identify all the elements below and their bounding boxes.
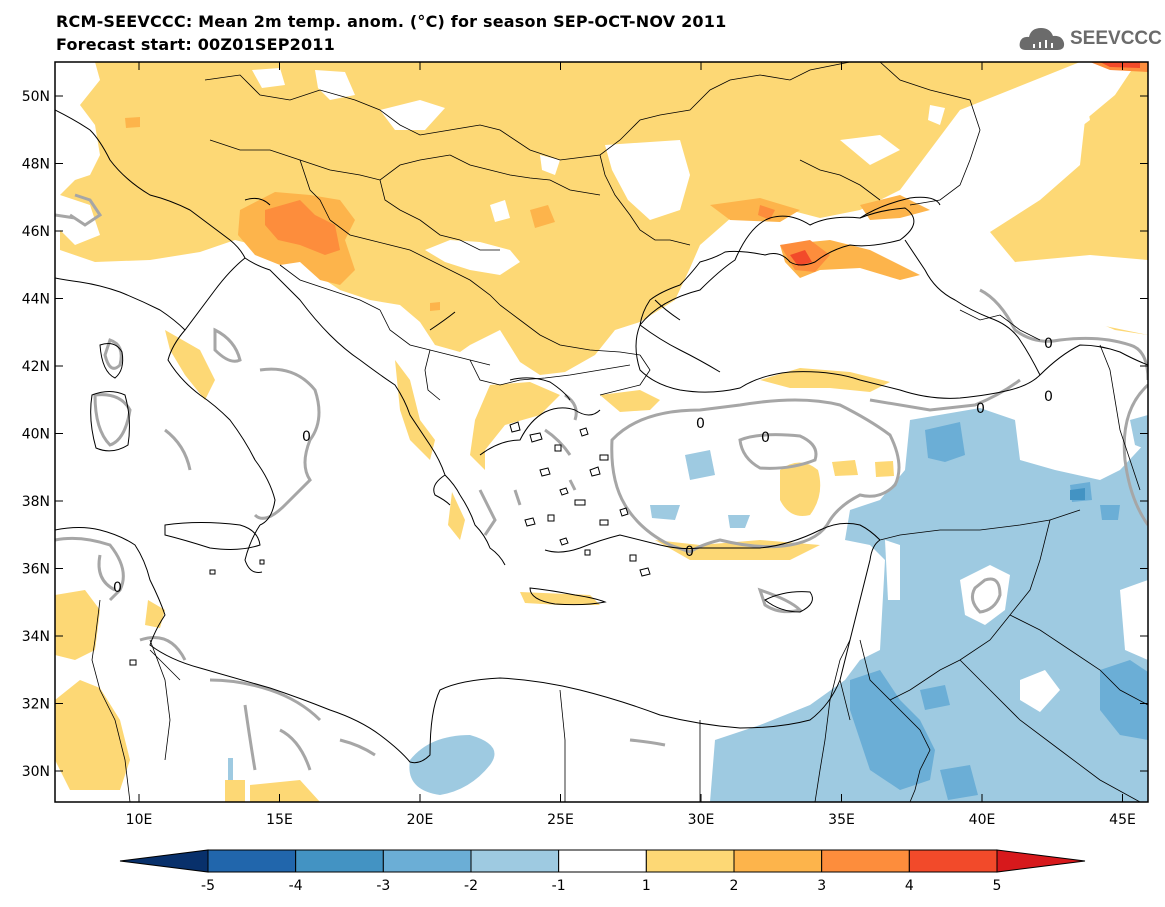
contour-label: 0 xyxy=(761,430,770,446)
lat-label: 50N xyxy=(22,89,50,105)
lon-label: 45E xyxy=(1109,812,1136,828)
seevccc-logo: SEEVCCC xyxy=(1018,20,1162,56)
lat-label: 38N xyxy=(22,494,50,510)
colorbar-cell xyxy=(821,849,910,873)
lon-label: 20E xyxy=(407,812,434,828)
lat-label: 44N xyxy=(22,292,50,308)
contour-label: 0 xyxy=(1044,336,1053,352)
zero-contours xyxy=(55,193,1148,771)
colorbar-cell xyxy=(996,849,1086,873)
longitude-axis: 10E 15E 20E 25E 30E 35E 40E 45E xyxy=(126,62,1136,828)
latitude-axis: 50N 48N 46N 44N 42N 40N 38N 36N 34N 32N 30N xyxy=(22,89,1148,780)
lat-label: 30N xyxy=(22,764,50,780)
lon-label: 30E xyxy=(688,812,715,828)
colorbar-cell xyxy=(645,849,735,873)
lat-label: 48N xyxy=(22,157,50,173)
lat-label: 34N xyxy=(22,629,50,645)
colorbar-label: 1 xyxy=(642,878,651,894)
contour-label: 0 xyxy=(302,429,311,445)
colorbar-label: -4 xyxy=(289,878,303,894)
lat-label: 40N xyxy=(22,427,50,443)
cool-anomaly-3-4 xyxy=(1070,488,1085,500)
colorbar-cell xyxy=(207,849,297,873)
colorbar-label: -3 xyxy=(376,878,390,894)
colorbar-label: 5 xyxy=(993,878,1002,894)
colorbar-label: -2 xyxy=(464,878,478,894)
warm-anomaly-4-5 xyxy=(790,62,1140,266)
lat-label: 36N xyxy=(22,562,50,578)
lat-label: 46N xyxy=(22,224,50,240)
plot-frame xyxy=(54,61,1149,803)
colorbar-cell xyxy=(908,849,998,873)
cool-neutral-holes xyxy=(885,540,1148,712)
colorbar-cell xyxy=(470,849,560,873)
contour-label: 0 xyxy=(1044,389,1053,405)
colorbar-label: 4 xyxy=(905,878,914,894)
colorbar-label: 3 xyxy=(817,878,826,894)
colorbar: -5 -4 -3 -2 -1 1 2 3 4 5 xyxy=(119,849,1086,894)
cloud-icon xyxy=(1019,28,1065,50)
lon-label: 25E xyxy=(547,812,574,828)
colorbar-cell xyxy=(119,849,209,873)
colorbar-cell xyxy=(733,849,823,873)
map-title: RCM-SEEVCCC: Mean 2m temp. anom. (°C) fo… xyxy=(56,12,727,31)
aegean-islands xyxy=(129,421,651,666)
country-borders xyxy=(91,62,1148,802)
colorbar-label: 2 xyxy=(730,878,739,894)
colorbar-cell xyxy=(382,849,472,873)
contour-label-group: 0 0 0 0 0 0 0 0 xyxy=(113,336,1053,596)
lon-label: 40E xyxy=(969,812,996,828)
colorbar-label: -1 xyxy=(552,878,566,894)
logo-text: SEEVCCC xyxy=(1070,28,1162,49)
map-plot-area: 0 0 0 0 0 0 0 0 xyxy=(55,62,1148,802)
colorbar-label: -5 xyxy=(201,878,215,894)
lat-label: 42N xyxy=(22,359,50,375)
colorbar-cell xyxy=(295,849,384,873)
coastlines xyxy=(55,109,1148,764)
lon-label: 10E xyxy=(126,812,153,828)
cool-anomaly-1-2 xyxy=(228,408,1148,802)
lat-label: 32N xyxy=(22,697,50,713)
contour-label: 0 xyxy=(685,544,694,560)
contour-label: 0 xyxy=(976,401,985,417)
contour-label: 0 xyxy=(113,580,122,596)
lon-label: 35E xyxy=(828,812,855,828)
contour-label: 0 xyxy=(696,416,705,432)
lon-label: 15E xyxy=(266,812,293,828)
forecast-start-label: Forecast start: 00Z01SEP2011 xyxy=(56,35,335,54)
colorbar-cell xyxy=(558,849,647,873)
